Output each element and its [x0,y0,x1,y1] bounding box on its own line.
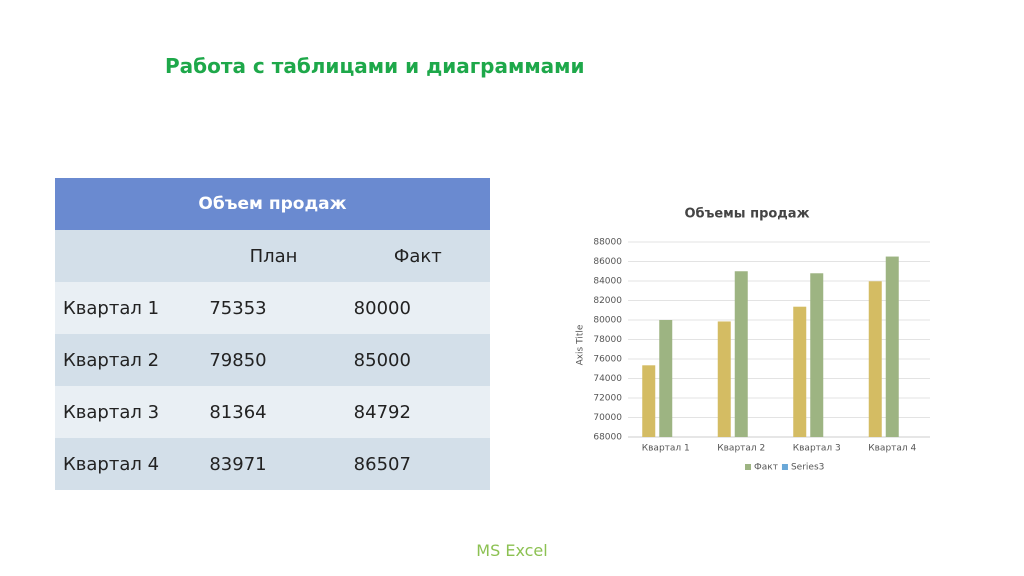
x-tick-label: Квартал 1 [642,444,690,454]
cell: 86507 [353,453,411,475]
x-tick-label: Квартал 4 [868,444,916,454]
table-row: Квартал 2 79850 85000 [55,334,490,386]
legend-label: Series3 [791,463,824,473]
cell: 85000 [353,349,411,371]
bar [810,273,824,437]
footer: MS Excel [476,541,548,560]
cell: 79850 [209,349,267,371]
bar [734,271,748,437]
cell: Квартал 4 [63,453,160,475]
x-tick-label: Квартал 2 [717,444,765,454]
table-header: Объем продаж [198,194,347,214]
x-tick-label: Квартал 3 [793,444,841,454]
y-tick-label: 86000 [593,257,622,267]
table-row: Квартал 4 83971 86507 [55,438,490,490]
y-axis-title: Axis Title [576,324,586,365]
cell: 84792 [353,401,411,423]
column-row: План Факт [55,230,490,282]
y-tick-label: 84000 [593,277,622,287]
bar [868,281,882,437]
table-row: Квартал 1 75353 80000 [55,282,490,334]
cell: 83971 [209,453,267,475]
slide-title: Работа с таблицами и диаграммами [165,54,585,78]
cell: 75353 [209,297,267,319]
y-tick-label: 78000 [593,335,622,345]
y-tick-label: 72000 [593,394,622,404]
bar [659,320,673,437]
cell: Квартал 1 [63,297,160,319]
y-tick-label: 74000 [593,374,622,384]
bar [717,321,731,437]
column-header: План [249,245,298,267]
cell: 80000 [353,297,411,319]
bar [885,256,899,437]
table-row: Квартал 3 81364 84792 [55,386,490,438]
column-header: Факт [393,245,442,267]
y-tick-label: 82000 [593,296,622,306]
y-tick-label: 68000 [593,433,622,443]
header-row: Объем продаж [55,178,490,230]
cell: Квартал 3 [63,401,160,423]
chart-title: Объемы продаж [684,207,809,222]
legend-swatch [745,464,751,470]
cell: Квартал 2 [63,349,160,371]
y-tick-label: 76000 [593,355,622,365]
cell: 81364 [209,401,267,423]
legend-label: Факт [754,463,778,473]
y-tick-label: 70000 [593,413,622,423]
bar [642,365,656,437]
y-tick-label: 88000 [593,238,622,248]
y-tick-label: 80000 [593,316,622,326]
bar [793,306,807,437]
legend-swatch [781,464,788,470]
table: Объем продаж План Факт Квартал 1 75353 80000 К… [55,178,490,490]
